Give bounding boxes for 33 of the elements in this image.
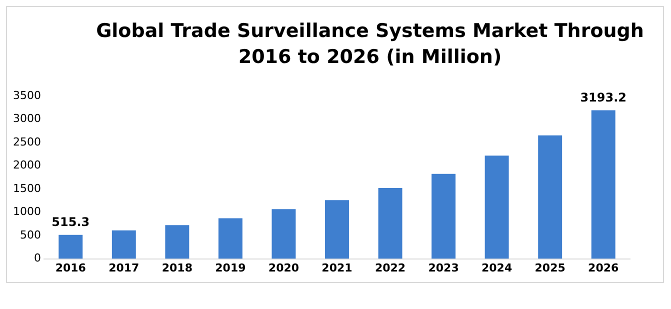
bar [165, 225, 190, 259]
bar [538, 135, 562, 259]
y-tick-label: 2500 [12, 135, 41, 148]
y-tick-label: 1500 [12, 182, 41, 195]
y-tick-label: 1000 [12, 205, 41, 218]
bar [58, 234, 83, 259]
y-tick-label: 500 [20, 228, 41, 242]
x-tick-label: 2025 [534, 261, 566, 274]
bar [484, 156, 509, 259]
x-tick-label: 2022 [374, 261, 406, 274]
bar [378, 188, 402, 259]
x-tick-label: 2019 [215, 261, 246, 274]
bar [325, 200, 349, 259]
x-tick-label: 2017 [108, 261, 140, 274]
bar [272, 209, 296, 259]
x-tick-label: 2020 [268, 261, 300, 274]
x-tick-label: 2024 [482, 261, 512, 274]
data-label: 515.3 [52, 214, 90, 229]
bar [591, 110, 616, 259]
x-tick-label: 2021 [322, 261, 352, 274]
chart-title: Global Trade Surveillance Systems Market Through 2016 to 2026 (in Million) [95, 19, 645, 70]
data-label: 3193.2 [580, 90, 627, 104]
bar [218, 218, 242, 259]
bar [112, 230, 136, 259]
y-tick-label: 3000 [12, 112, 41, 126]
y-tick-label: 2000 [12, 158, 41, 172]
y-tick-label: 3500 [12, 88, 41, 102]
x-tick-label: 2018 [162, 261, 192, 274]
bar [432, 174, 456, 259]
x-tick-label: 2026 [588, 261, 620, 274]
y-tick-label: 0 [34, 252, 41, 265]
x-tick-label: 2016 [55, 261, 86, 274]
x-tick-label: 2023 [428, 261, 459, 274]
